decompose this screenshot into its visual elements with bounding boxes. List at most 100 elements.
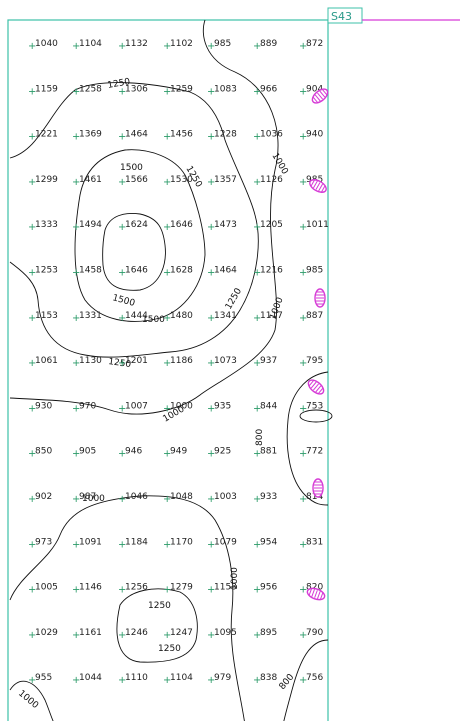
cross-mark-icon: + [163,585,171,596]
cross-mark-icon: + [72,132,80,143]
cross-mark-icon: + [28,403,36,414]
spot-value-text: 820 [306,583,323,593]
spot-value-text: 925 [214,447,231,457]
spot-value: +1628 [163,266,193,279]
spot-value-text: 1005 [35,583,58,593]
contour-1000-south [9,495,245,721]
cross-mark-icon: + [118,630,126,641]
spot-value: +966 [253,84,277,97]
cross-mark-icon: + [72,494,80,505]
spot-value: +946 [118,447,142,460]
spot-value: +820 [299,583,323,596]
spot-value-text: 1646 [125,266,148,276]
spot-value-text: 1259 [170,84,193,94]
cross-mark-icon: + [28,585,36,596]
spot-value-text: 1079 [214,537,237,547]
cross-mark-icon: + [253,585,261,596]
spot-value-text: 902 [35,492,52,502]
spot-value-text: 1253 [35,266,58,276]
cross-mark-icon: + [207,585,215,596]
spot-value-text: 1228 [214,130,237,140]
spot-value-text: 1153 [214,583,237,593]
spot-value: +985 [299,266,323,279]
cross-mark-icon: + [253,539,261,550]
spot-value-text: 1132 [125,39,148,49]
cross-mark-icon: + [118,494,126,505]
hatched-oval-marker-icon [314,288,326,308]
spot-value-text: 1046 [125,492,148,502]
spot-value: +872 [299,39,323,52]
spot-value: +1161 [72,628,102,641]
hatched-oval-marker-icon [307,379,325,395]
cross-mark-icon: + [299,494,307,505]
cross-mark-icon: + [299,675,307,686]
spot-value: +1110 [118,673,148,686]
spot-value-text: 1102 [170,39,193,49]
cross-mark-icon: + [28,177,36,188]
spot-value-text: 1083 [214,84,237,94]
cross-mark-icon: + [253,313,261,324]
spot-value-text: 966 [260,84,277,94]
spot-value-text: 814 [306,492,323,502]
cross-mark-icon: + [118,313,126,324]
sheet-label: S43 [331,10,352,23]
spot-value: +1464 [118,130,148,143]
spot-value: +979 [207,673,231,686]
spot-value-text: 1048 [170,492,193,502]
spot-value-text: 1357 [214,175,237,185]
spot-value: +1256 [118,583,148,596]
contour-label: 1000 [230,567,240,590]
spot-value: +1458 [72,266,102,279]
spot-value: +1095 [207,628,237,641]
contour-label: 1000 [16,689,40,712]
cross-mark-icon: + [118,539,126,550]
spot-value-text: 970 [79,401,96,411]
spot-value-text: 1029 [35,628,58,638]
spot-value-text: 1040 [35,39,58,49]
spot-value-text: 1530 [170,175,193,185]
spot-value: +838 [253,673,277,686]
hatched-oval-marker-icon [309,179,327,193]
sheet-border [7,19,329,721]
spot-value: +1003 [207,492,237,505]
spot-value-text: 904 [306,84,323,94]
spot-value: +772 [299,447,323,460]
spot-value-text: 844 [260,401,277,411]
spot-value-text: 930 [35,401,52,411]
spot-value-text: 946 [125,447,142,457]
spot-value-text: 954 [260,537,277,547]
cross-mark-icon: + [118,675,126,686]
cross-mark-icon: + [207,630,215,641]
spot-value: +756 [299,673,323,686]
spot-value-text: 985 [306,266,323,276]
spot-value: +937 [253,356,277,369]
cross-mark-icon: + [163,86,171,97]
spot-value: +1221 [28,130,58,143]
spot-value: +1253 [28,266,58,279]
spot-value: +1246 [118,628,148,641]
spot-value: +1333 [28,220,58,233]
cross-mark-icon: + [72,41,80,52]
cross-mark-icon: + [299,403,307,414]
spot-value-text: 1201 [125,356,148,366]
spot-value: +1279 [163,583,193,596]
spot-value: +1259 [163,84,193,97]
spot-value-text: 985 [214,39,231,49]
spot-value: +1104 [163,673,193,686]
spot-value: +881 [253,447,277,460]
spot-value: +949 [163,447,187,460]
cross-mark-icon: + [253,675,261,686]
spot-value: +1216 [253,266,283,279]
cross-mark-icon: + [253,494,261,505]
spot-value: +1029 [28,628,58,641]
spot-value: +1048 [163,492,193,505]
spot-value: +902 [28,492,52,505]
cross-mark-icon: + [207,494,215,505]
spot-value-text: 973 [35,537,52,547]
cross-mark-icon: + [28,358,36,369]
spot-value-text: 940 [306,130,323,140]
cross-mark-icon: + [163,268,171,279]
spot-value-text: 1146 [79,583,102,593]
cross-mark-icon: + [28,449,36,460]
cross-mark-icon: + [72,222,80,233]
